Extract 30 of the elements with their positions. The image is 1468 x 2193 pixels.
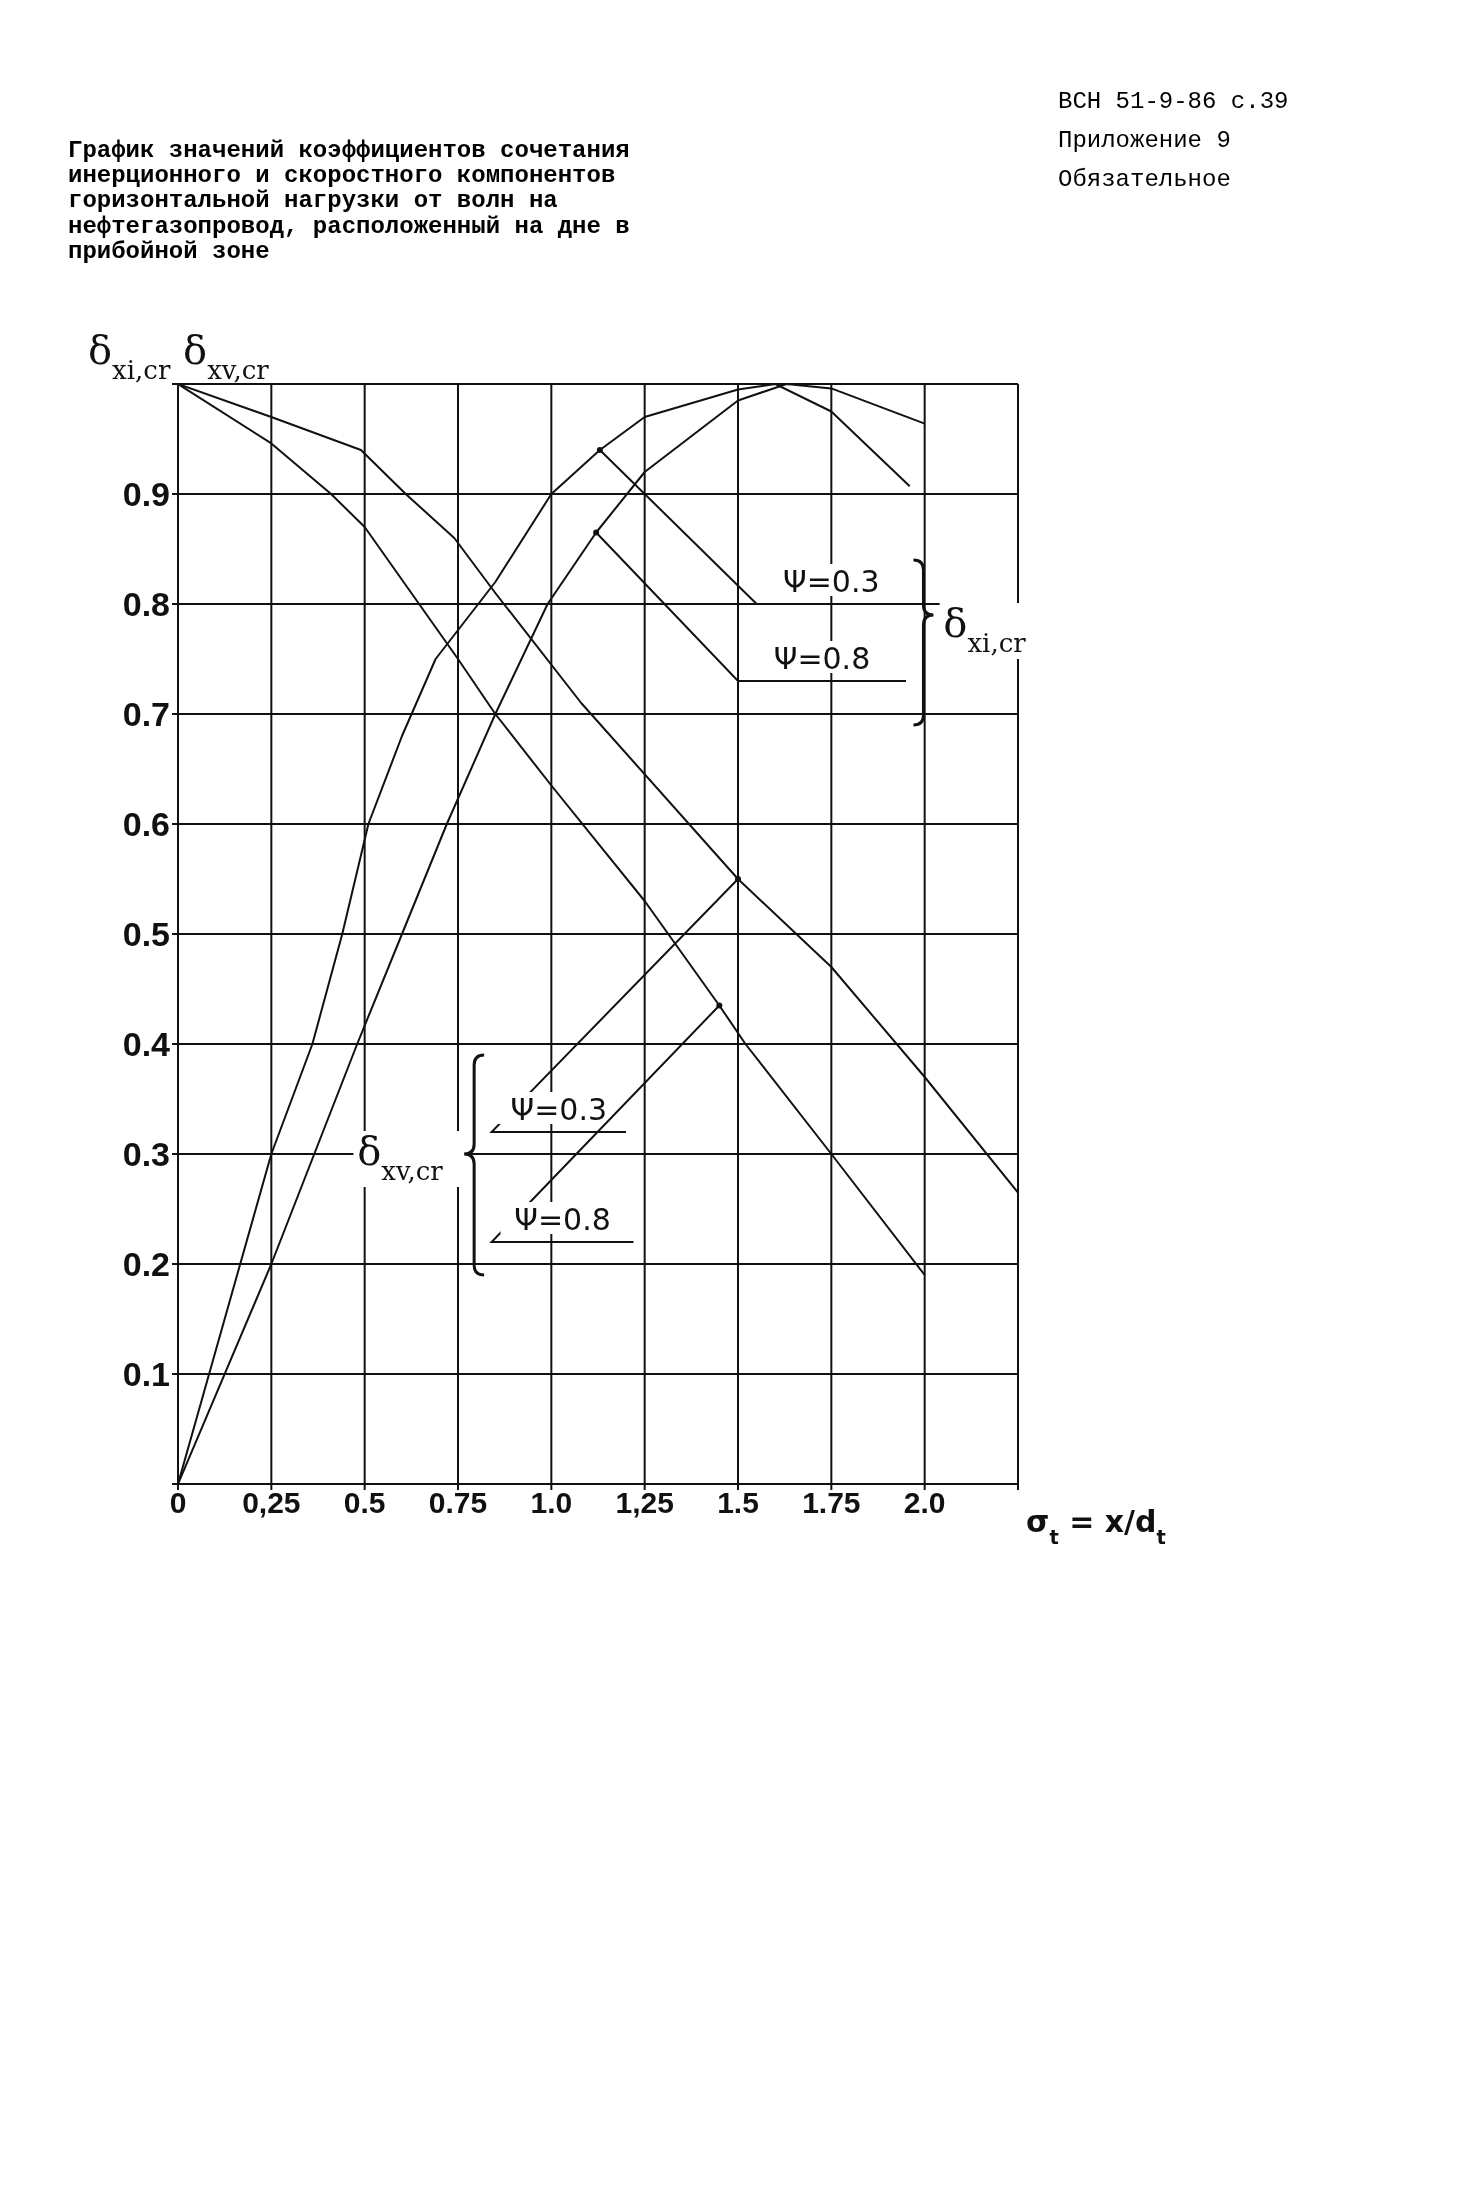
y-tick-label: 0.6	[122, 805, 170, 844]
y-tick-label: 0.3	[122, 1135, 170, 1174]
x-tick-label: 2.0	[903, 1486, 946, 1520]
y-tick-label: 0.4	[122, 1025, 171, 1064]
y-tick-label: 0.7	[122, 695, 170, 734]
chart-title: График значений коэффициентов сочетания инерционного и скоростного компонентов горизонтальной нагрузки от волн на нефтегазопровод, расположенный на дне в прибойной зоне	[68, 137, 631, 265]
text: Ψ=0.8	[773, 640, 871, 676]
x-tick-label: 1.75	[802, 1486, 861, 1520]
text: Ψ=0.3	[783, 563, 880, 599]
x-tick-label: 1.5	[717, 1486, 759, 1520]
y-tick-label: 0.8	[122, 585, 170, 624]
text: Приложение 9	[1058, 127, 1232, 154]
text: Ψ=0.3	[510, 1091, 608, 1127]
text: ВСН 51-9-86 с.39	[1058, 88, 1290, 115]
x-axis-title: σ$_{t}$ = x/d$_{t}$	[1026, 1503, 1166, 1549]
x-tick-label: 0.5	[343, 1486, 386, 1520]
annotation: δ$_{xv,cr}$	[357, 1127, 444, 1186]
x-tick-label: 0,25	[242, 1486, 301, 1520]
y-tick-label: 0.1	[122, 1355, 170, 1394]
x-tick-label: 1.0	[530, 1486, 573, 1520]
text: Обязательное	[1058, 166, 1232, 193]
x-tick-label: 0.75	[428, 1486, 488, 1520]
x-tick-label: 1,25	[615, 1486, 674, 1520]
annotation: δ$_{xi,cr}$	[943, 599, 1027, 658]
y-tick-label: 0.5	[122, 915, 170, 954]
text: Ψ=0.8	[514, 1201, 611, 1237]
y-axis-title: δ$_{xi,cr}$ δ$_{xv,cr}$	[88, 326, 270, 385]
y-tick-label: 0.9	[122, 475, 170, 514]
x-tick-label: 0	[169, 1486, 187, 1520]
y-tick-label: 0.2	[122, 1245, 170, 1284]
